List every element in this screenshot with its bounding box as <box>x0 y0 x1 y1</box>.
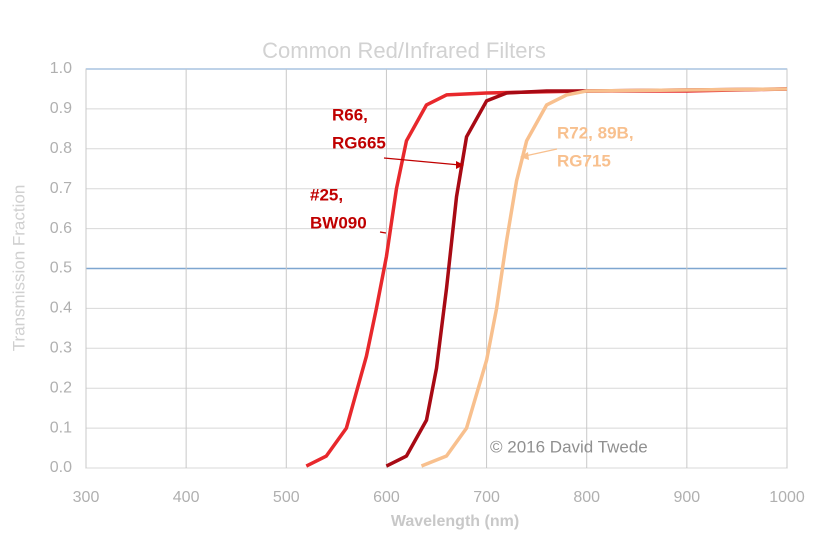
arrowhead <box>520 152 529 160</box>
y-tick-label: 1.0 <box>50 60 72 77</box>
annotation: R66, <box>332 105 368 124</box>
y-tick-label: 0.1 <box>50 419 72 436</box>
x-axis-label: Wavelength (nm) <box>391 513 519 530</box>
x-tick-label: 900 <box>674 489 701 506</box>
x-tick-label: 600 <box>373 489 400 506</box>
arrow <box>379 231 387 234</box>
arrow <box>383 157 461 166</box>
x-tick-label: 400 <box>173 489 200 506</box>
x-tick-label: 700 <box>473 489 500 506</box>
y-tick-label: 0.4 <box>50 300 72 317</box>
annotations: R66, RG665 #25, BW090 R72, 89B, RG715 © 2016 D… <box>310 105 648 456</box>
chart-title: Common Red/Infrared Filters <box>262 38 546 63</box>
y-tick-label: 0.7 <box>50 180 72 197</box>
grid: 0.0 0.1 0.2 0.3 0.4 0.5 0.6 0.7 0.8 0.9 1.0 300 400 5… <box>50 60 805 506</box>
annotation: R72, 89B, <box>557 123 634 142</box>
x-tick-label: 1000 <box>769 489 805 506</box>
y-tick-label: 0.0 <box>50 459 72 476</box>
series-line <box>385 87 788 468</box>
y-tick-label: 0.6 <box>50 220 72 237</box>
y-tick-label: 0.5 <box>50 260 72 277</box>
x-tick-label: 800 <box>573 489 600 506</box>
arrow <box>524 148 558 157</box>
annotation: #25, <box>310 185 343 204</box>
x-tick-label: 500 <box>273 489 300 506</box>
y-tick-label: 0.2 <box>50 379 72 396</box>
y-tick-label: 0.8 <box>50 140 72 157</box>
y-axis-label: Transmission Fraction <box>9 185 28 352</box>
y-tick-label: 0.3 <box>50 340 72 357</box>
annotation: BW090 <box>310 213 367 232</box>
x-tick-label: 300 <box>73 489 100 506</box>
y-tick-label: 0.9 <box>50 100 72 117</box>
series-line <box>420 87 788 468</box>
arrowhead <box>456 161 464 169</box>
arrows <box>379 148 558 234</box>
annotation: © 2016 David Twede <box>490 437 648 456</box>
annotation: RG715 <box>557 151 611 170</box>
annotation: RG665 <box>332 133 386 152</box>
curves <box>305 87 788 468</box>
